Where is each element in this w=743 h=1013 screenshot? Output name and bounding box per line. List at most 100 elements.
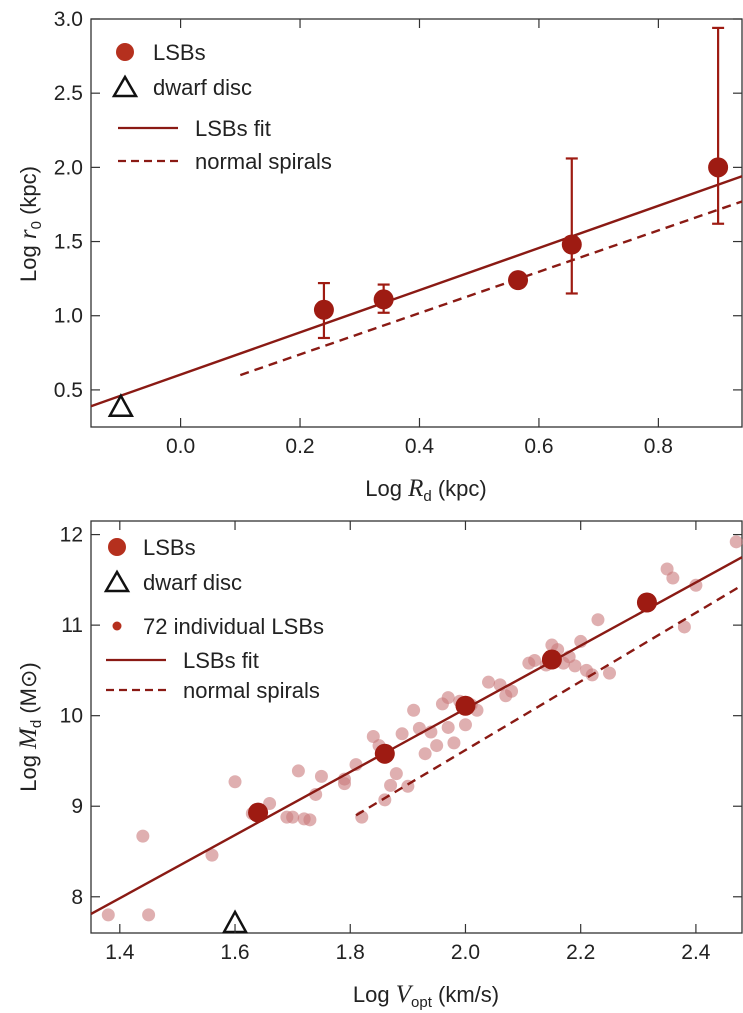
bottom-individual-lsb-point — [395, 727, 409, 741]
top-plot-frame — [90, 18, 743, 428]
bottom-individual-lsb-point — [666, 571, 680, 585]
bottom-individual-lsb-point — [418, 747, 432, 761]
top-x-tick-label: 0.6 — [524, 435, 553, 458]
top-y-tick-label: 0.5 — [54, 379, 83, 402]
bottom-individual-lsb-point — [482, 675, 496, 689]
bottom-individual-lsb-point — [384, 778, 398, 792]
bottom-legend-dwarf-label: dwarf disc — [143, 570, 242, 595]
bottom-y-tick-label: 11 — [61, 614, 83, 637]
bottom-individual-lsb-point — [441, 691, 455, 705]
bottom-x-tick-label: 2.2 — [566, 941, 595, 964]
top-dwarf-point — [107, 393, 134, 417]
bottom-x-axis-label-sub: opt — [411, 994, 433, 1011]
top-lsb-point — [373, 289, 394, 310]
bottom-x-tick-label: 2.4 — [681, 941, 711, 964]
bottom-lsb-point — [636, 592, 657, 613]
top-y-axis-label-pre: Log — [16, 239, 41, 282]
bottom-legend-individual-label: 72 individual LSBs — [143, 614, 324, 639]
top-x-axis-label-var: R — [407, 475, 423, 502]
bottom-legend-fit-label: LSBs fit — [183, 648, 259, 673]
top-x-axis-label-pre: Log — [365, 476, 408, 501]
bottom-individual-lsb-point — [528, 653, 542, 667]
top-y-axis-label: Log r0 (kpc) — [15, 166, 45, 282]
top-y-axis-label-var: r — [15, 229, 42, 239]
top-y-tick-label: 3.0 — [54, 8, 83, 31]
bottom-individual-lsb-point — [228, 775, 242, 789]
top-x-tick-label: 0.8 — [644, 435, 673, 458]
top-spirals-line — [239, 200, 743, 377]
bottom-individual-lsb-point — [303, 813, 317, 827]
bottom-y-axis-label-post: (M⊙) — [16, 662, 41, 720]
bottom-y-tick-label: 10 — [60, 705, 83, 728]
bottom-y-axis-label: Log Md (M⊙) — [15, 662, 45, 792]
bottom-individual-lsb-point — [729, 535, 743, 549]
top-legend-lsb-label: LSBs — [153, 40, 206, 65]
top-panel: 0.0 0.2 0.4 0.6 0.8 0.5 1.0 1.5 2.0 2.5 3.0 Log Rd… — [15, 8, 743, 505]
bottom-individual-lsb-point — [568, 659, 582, 673]
bottom-individual-lsb-point — [602, 666, 616, 680]
bottom-legend-lsb-label: LSBs — [143, 535, 196, 560]
bottom-individual-lsb-point — [591, 613, 605, 627]
bottom-individual-lsb-point — [441, 720, 455, 734]
top-lsb-point — [708, 157, 729, 178]
top-x-axis-label-sub: d — [423, 488, 431, 505]
bottom-y-axis-label-var: M — [15, 727, 42, 750]
top-y-axis-label-sub: 0 — [28, 221, 45, 229]
top-y-axis-label-post: (kpc) — [16, 166, 41, 221]
bottom-x-tick-label: 1.6 — [220, 941, 249, 964]
bottom-lsb-point — [455, 695, 476, 716]
top-legend-dwarf-label: dwarf disc — [153, 75, 252, 100]
bottom-individual-lsb-point — [263, 797, 277, 811]
top-legend-dwarf-marker — [111, 74, 139, 98]
bottom-individual-lsb-point — [101, 908, 115, 922]
bottom-y-tick-label: 9 — [71, 795, 83, 818]
bottom-x-axis-label-pre: Log — [353, 982, 396, 1007]
bottom-y-axis-label-pre: Log — [16, 749, 41, 792]
bottom-spirals-line — [355, 584, 743, 817]
bottom-lsb-point — [541, 649, 562, 670]
bottom-panel: 1.4 1.6 1.8 2.0 2.2 2.4 8 9 10 11 12 Log Vopt (km/… — [15, 520, 743, 1011]
bottom-fit-line — [90, 556, 743, 916]
bottom-individual-lsb-point — [677, 620, 691, 634]
bottom-legend: LSBs dwarf disc 72 individual LSBs LSBs … — [103, 535, 324, 703]
bottom-individual-lsb-point — [314, 769, 328, 783]
top-x-tick-label: 0.0 — [166, 435, 195, 458]
top-y-tick-label: 2.5 — [54, 82, 83, 105]
top-x-axis-label-post: (kpc) — [432, 476, 487, 501]
top-y-tick-label: 2.0 — [54, 156, 83, 179]
bottom-lsb-point — [248, 802, 269, 823]
top-lsb-point — [561, 234, 582, 255]
bottom-individual-lsb-point — [430, 739, 444, 753]
top-y-tick-label: 1.0 — [54, 305, 83, 328]
top-x-tick-label: 0.4 — [405, 435, 435, 458]
bottom-individual-lsb-point — [309, 787, 323, 801]
top-x-tick-label: 0.2 — [285, 435, 314, 458]
top-x-axis-label: Log Rd (kpc) — [365, 475, 486, 505]
bottom-individual-lsb-point — [136, 829, 150, 843]
bottom-x-tick-label: 1.4 — [105, 941, 135, 964]
bottom-individual-lsb-point — [458, 718, 472, 732]
bottom-individual-lsb-point — [286, 810, 300, 824]
top-legend-lsb-marker — [116, 43, 134, 61]
bottom-x-tick-label: 1.8 — [336, 941, 365, 964]
bottom-legend-lsb-marker — [108, 538, 126, 556]
top-lsb-point — [313, 299, 334, 320]
bottom-individual-lsb-point — [447, 736, 461, 750]
top-lsb-point — [508, 270, 529, 291]
bottom-y-tick-label: 8 — [71, 886, 83, 909]
bottom-individual-lsb-point — [142, 908, 156, 922]
bottom-y-axis-label-sub: d — [28, 720, 45, 728]
bottom-x-axis-label-var: V — [396, 981, 414, 1008]
bottom-x-axis-label: Log Vopt (km/s) — [353, 981, 499, 1011]
bottom-x-tick-label: 2.0 — [451, 941, 480, 964]
bottom-individual-lsb-point — [407, 703, 421, 717]
bottom-legend-spiral-label: normal spirals — [183, 678, 320, 703]
bottom-individual-lsb-point — [389, 767, 403, 781]
bottom-x-axis-label-post: (km/s) — [432, 982, 499, 1007]
bottom-individual-lsb-point — [505, 684, 519, 698]
top-legend-fit-label: LSBs fit — [195, 116, 271, 141]
top-legend-spiral-label: normal spirals — [195, 149, 332, 174]
bottom-individual-lsb-point — [291, 764, 305, 778]
bottom-individual-lsb-point — [205, 848, 219, 862]
